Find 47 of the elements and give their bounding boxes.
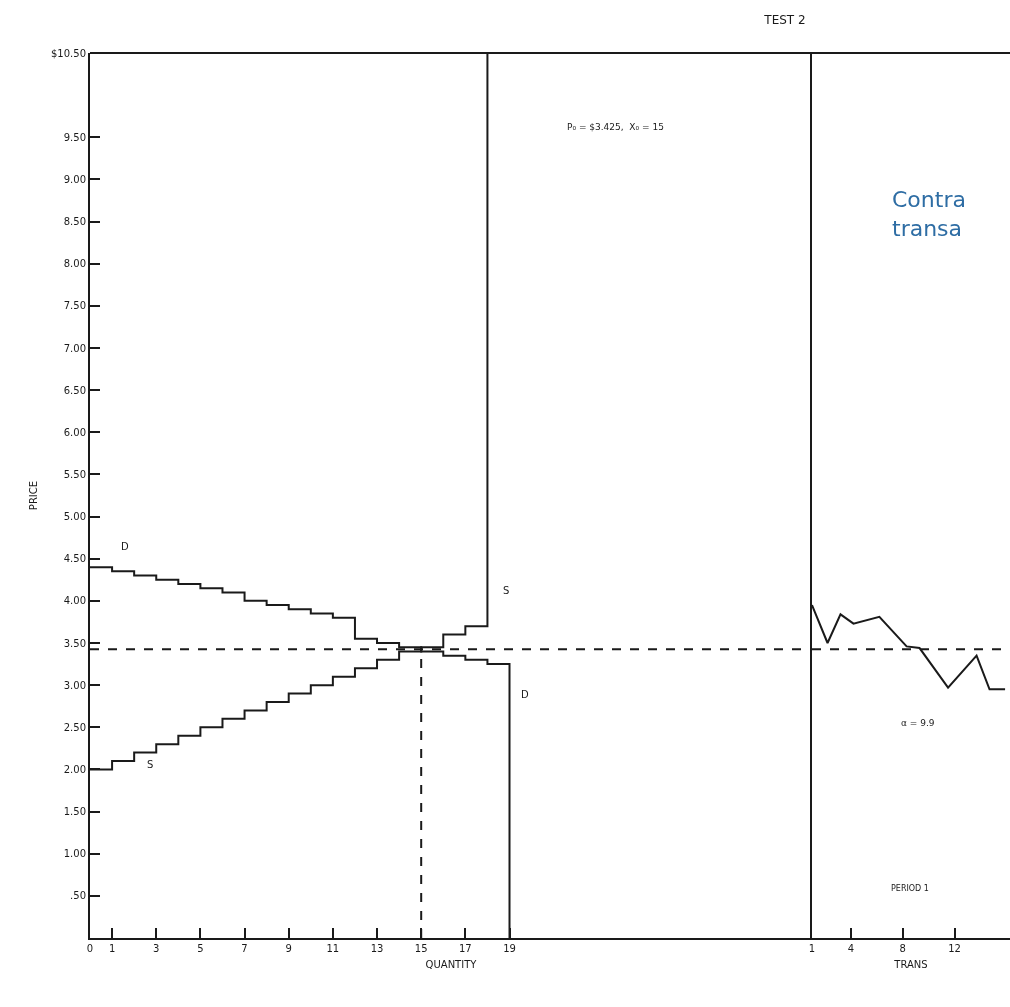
x-tick-label: 7 [241, 943, 248, 954]
y-tick-label: 2.00 [63, 763, 86, 775]
annotation: S [147, 759, 154, 770]
x-tick-label: 5 [197, 943, 204, 954]
x-tick-label: 15 [414, 943, 428, 954]
x-tick-label: 1 [108, 943, 116, 954]
annotation: PERIOD 1 [891, 884, 929, 893]
y-tick-label: 9.50 [63, 131, 86, 143]
annotation: α = 9.9 [901, 718, 935, 728]
x-tick-label: 12 [948, 943, 961, 954]
y-tick-label: 3.00 [63, 679, 86, 691]
x-tick-label: 4 [847, 943, 855, 954]
x-tick-label: 13 [370, 943, 384, 954]
y-tick-label: 5.00 [63, 511, 86, 523]
y-tick-label: 4.50 [63, 553, 86, 565]
x-axis-title: QUANTITY [425, 959, 478, 970]
y-tick-label: 6.50 [63, 384, 86, 396]
x-tick-label: 1 [808, 943, 816, 954]
y-tick-label: 7.00 [63, 342, 86, 354]
chart-title: TEST 2 [763, 12, 806, 27]
annotation: D [121, 541, 129, 552]
y-tick-label: 1.50 [63, 806, 86, 818]
x-tick-label: 19 [503, 943, 516, 954]
y-tick-label: 7.50 [63, 300, 86, 312]
annotation: Contra transa [892, 187, 966, 241]
y-tick-label: 4.00 [63, 595, 86, 607]
x-tick-label: 8 [899, 943, 906, 954]
y-tick-label: $10.50 [51, 47, 86, 59]
annotation: S [503, 585, 510, 596]
y-tick-label: 8.50 [63, 216, 86, 228]
y-tick-label: 6.00 [63, 426, 86, 438]
y-tick-label: 9.00 [63, 173, 86, 185]
y-tick-label: 3.50 [63, 637, 86, 649]
y-tick-label: 1.00 [63, 848, 86, 860]
x-axis-title: TRANS [893, 959, 928, 970]
annotation: D [521, 689, 529, 700]
y-axis-title: PRICE [27, 480, 39, 511]
x-tick-label: 9 [285, 943, 292, 954]
x-tick-label: 3 [153, 943, 160, 954]
y-tick-label: .50 [70, 890, 86, 902]
x-tick-label: 17 [458, 943, 472, 954]
y-tick-label: 5.50 [63, 468, 86, 480]
annotation: P₀ = $3.425, X₀ = 15 [567, 122, 664, 132]
y-tick-label: 2.50 [63, 721, 86, 733]
x-tick-label: 11 [326, 943, 340, 954]
x-tick-label: 0 [86, 943, 94, 954]
y-tick-label: 8.00 [63, 258, 86, 270]
